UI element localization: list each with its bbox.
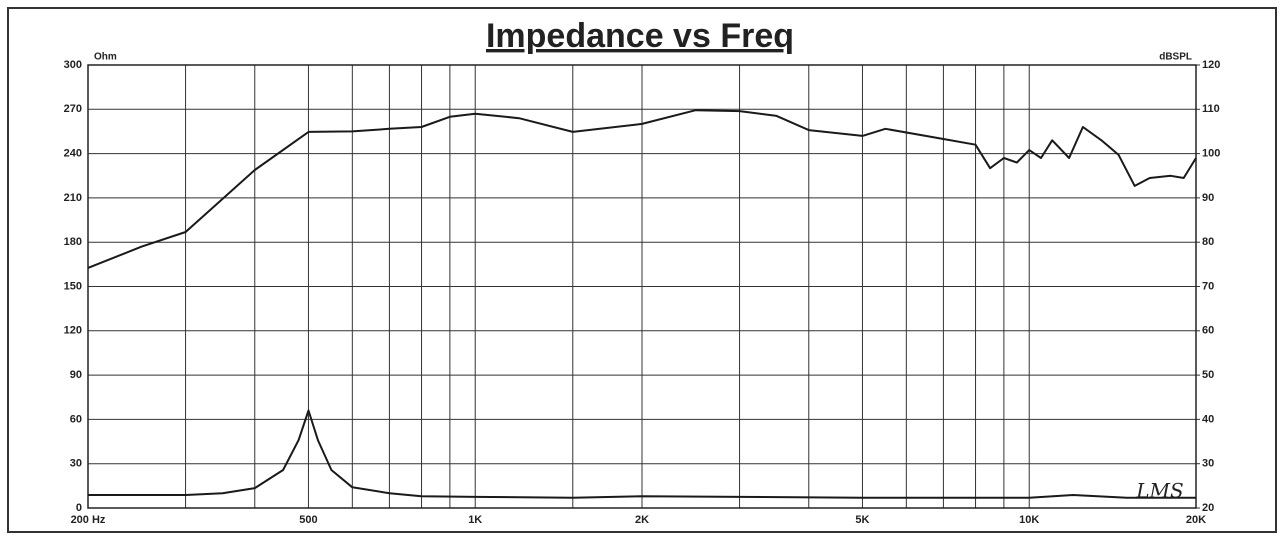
- annotation: LMS: [1135, 479, 1183, 503]
- x-tick-label: 500: [299, 514, 317, 526]
- y2-tick-label: 30: [1202, 458, 1214, 470]
- x-tick-label: 2K: [635, 514, 649, 526]
- plot-frame: [87, 64, 1197, 509]
- y2-tick-label: 60: [1202, 325, 1214, 337]
- y2-tick-label: 90: [1202, 192, 1214, 204]
- y-axis-label: Ohm: [94, 52, 117, 63]
- y-tick-label: 120: [64, 325, 82, 337]
- y2-tick-label: 100: [1202, 148, 1220, 160]
- y-tick-label: 210: [64, 192, 82, 204]
- y2-axis-label: dBSPL: [1159, 52, 1192, 63]
- y2-tick-label: 70: [1202, 280, 1214, 292]
- y-tick-label: 180: [64, 236, 82, 248]
- y-tick-label: 90: [70, 369, 82, 381]
- y2-tick-label: 80: [1202, 236, 1214, 248]
- x-tick-label: 5K: [855, 514, 869, 526]
- x-tick-label: 1K: [468, 514, 482, 526]
- y-tick-label: 240: [64, 148, 82, 160]
- y2-tick-label: 20: [1202, 502, 1214, 514]
- line-series: [88, 409, 1196, 499]
- y-tick-label: 30: [70, 458, 82, 470]
- y-tick-label: 0: [76, 502, 82, 514]
- x-tick-label: 20K: [1186, 514, 1206, 526]
- line-series: [87, 109, 1197, 269]
- y2-tick-label: 120: [1202, 59, 1220, 71]
- y2-tick-label: 50: [1202, 369, 1214, 381]
- chart-title: Impedance vs Freq: [486, 17, 794, 55]
- y-tick-label: 270: [64, 103, 82, 115]
- y-tick-label: 150: [64, 280, 82, 292]
- x-tick-label: 10K: [1019, 514, 1039, 526]
- y-tick-label: 300: [64, 59, 82, 71]
- y-tick-label: 60: [70, 413, 82, 425]
- y2-tick-label: 110: [1202, 103, 1220, 115]
- y2-tick-label: 40: [1202, 413, 1214, 425]
- x-tick-label: 200 Hz: [71, 514, 106, 526]
